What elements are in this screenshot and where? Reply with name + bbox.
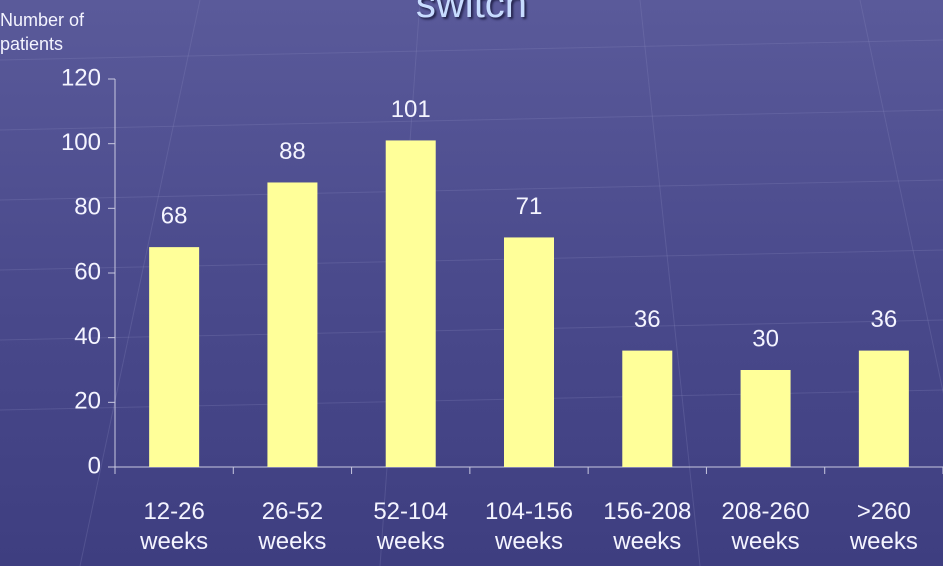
x-tick-label: 26-52 weeks bbox=[258, 498, 327, 555]
chart-title: switch bbox=[415, 0, 528, 26]
x-tick-label: 52-104 weeks bbox=[373, 498, 449, 555]
y-tick-label: 20 bbox=[74, 388, 101, 415]
x-tick-label: 156-208 weeks bbox=[603, 498, 692, 555]
data-label: 68 bbox=[161, 202, 188, 229]
y-tick-label: 120 bbox=[61, 64, 101, 91]
bar bbox=[858, 350, 909, 467]
y-tick-label: 100 bbox=[61, 129, 101, 156]
y-tick-label: 80 bbox=[74, 194, 101, 221]
x-tick-label: 12-26 weeks bbox=[140, 498, 209, 555]
bar bbox=[740, 370, 791, 467]
bar bbox=[622, 350, 673, 467]
x-tick-label: >260 weeks bbox=[849, 498, 918, 555]
data-label: 71 bbox=[516, 193, 543, 220]
y-tick-label: 60 bbox=[74, 258, 101, 285]
data-label: 30 bbox=[752, 325, 779, 352]
bar bbox=[267, 182, 318, 467]
y-tick-label: 0 bbox=[88, 452, 101, 479]
x-tick-label: 104-156 weeks bbox=[484, 498, 574, 555]
x-tick-label: 208-260 weeks bbox=[721, 498, 810, 555]
data-label: 101 bbox=[391, 96, 431, 123]
bar bbox=[504, 237, 554, 467]
bar bbox=[385, 140, 436, 467]
data-label: 88 bbox=[279, 138, 306, 165]
data-label: 36 bbox=[634, 306, 661, 333]
y-axis-label: Number of patients bbox=[0, 10, 85, 54]
data-label: 36 bbox=[871, 306, 898, 333]
bar bbox=[149, 247, 200, 467]
y-tick-label: 40 bbox=[74, 323, 101, 350]
